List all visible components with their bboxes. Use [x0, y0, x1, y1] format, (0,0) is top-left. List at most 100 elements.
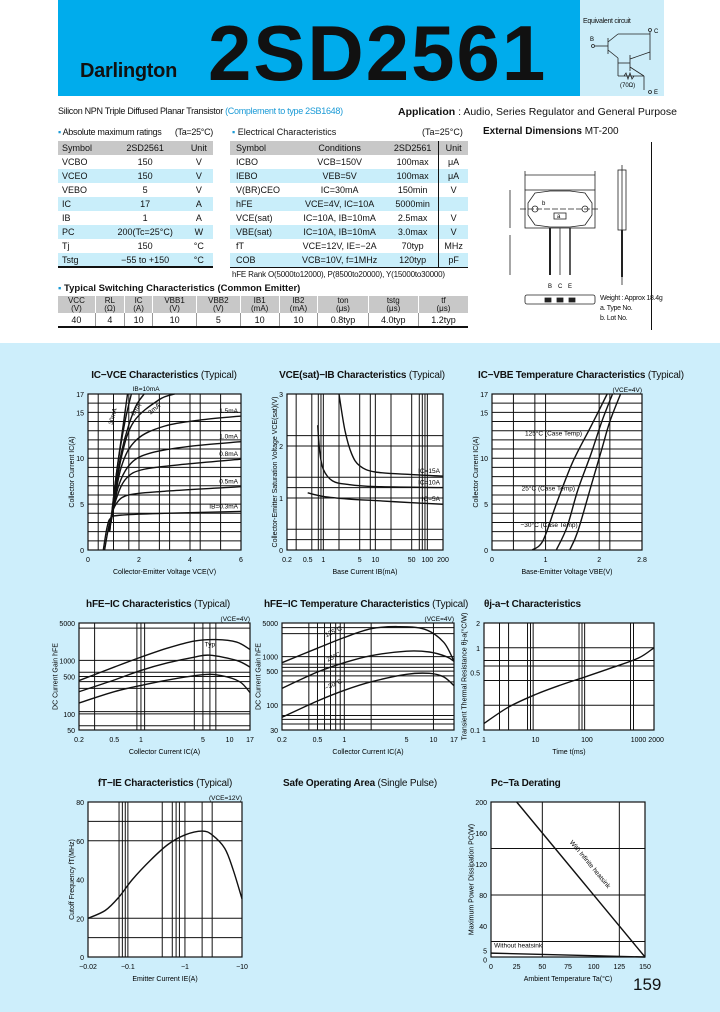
- transistor-type-text: Silicon NPN Triple Diffused Planar Trans…: [58, 106, 223, 116]
- chart-title-text: IC−VCE Characteristics: [91, 370, 199, 381]
- x-tick-label: 10: [371, 557, 379, 564]
- chart-title: θj-a−t Characteristics: [484, 599, 581, 610]
- series-line: [78, 638, 251, 682]
- column-unit: (V): [169, 303, 180, 313]
- table-cell: IC=30mA: [320, 185, 359, 195]
- x-tick-label: 10: [226, 737, 234, 744]
- table-cell: VCB=150V: [317, 157, 362, 167]
- table-cell: V: [195, 185, 202, 195]
- table-row: fT VCE=12V, IE=−2A 70typ MHz: [230, 239, 468, 253]
- x-tick-label: 75: [564, 964, 572, 971]
- column-header: IB1 (mA): [239, 295, 280, 313]
- column-unit: (mA): [251, 303, 269, 313]
- y-tick-label: 100: [266, 703, 278, 710]
- series-label: IB=10mA: [133, 386, 161, 393]
- resistor-value: (70Ω): [620, 83, 635, 89]
- series-line: [110, 393, 145, 523]
- series-label: IB=0.3mA: [209, 503, 238, 510]
- column-header: IB2 (mA): [278, 295, 318, 313]
- column-symbol: IB1: [253, 295, 266, 305]
- table-row: 40 4 10 10 5 10 10 0.8typ 4.0typ 1.2typ: [58, 313, 468, 327]
- column-symbol: tf: [441, 295, 446, 305]
- series-label: Without heatsink: [494, 943, 543, 950]
- chart-title: IC−VCE Characteristics (Typical): [91, 370, 237, 381]
- column-header: tf (μs): [417, 295, 468, 313]
- table-cell: 150: [137, 157, 153, 167]
- table-cell: V: [184, 169, 213, 183]
- plot-area: [490, 801, 646, 958]
- dimensions-heading: External Dimensions MT-200: [483, 126, 619, 137]
- x-tick-label: 2000: [648, 737, 664, 744]
- table-cell: 10: [239, 313, 280, 327]
- y-tick-label: 160: [475, 831, 487, 838]
- y-axis-label: Transient Thermal Resistance θj-a(°C/W): [460, 613, 468, 741]
- chart-5: 1 10 100 1000 2000 0.1 0.5 1 2 Time t(ms) Transien…: [460, 613, 664, 756]
- x-tick-label: 1: [544, 557, 548, 564]
- table-cell: 100max: [396, 157, 429, 167]
- x-tick-label: 25: [513, 964, 521, 971]
- x-tick-label: 100: [581, 737, 593, 744]
- x-tick-label: 5: [405, 737, 409, 744]
- plot-area: [87, 801, 243, 958]
- table-cell: hFE: [230, 197, 293, 211]
- x-tick-label: 10: [430, 737, 438, 744]
- table-row: VCEO 150 V: [58, 169, 213, 183]
- series-line: [108, 441, 242, 528]
- x-tick-label: 17: [246, 737, 254, 744]
- y-tick-label: 40: [76, 878, 84, 885]
- column-symbol: IB2: [292, 295, 305, 305]
- terminal-e: E: [654, 90, 658, 96]
- table-row: hFE VCE=4V, IC=10A 5000min: [230, 197, 468, 211]
- y-tick-label: 0: [80, 955, 84, 962]
- y-tick-label: 120: [475, 862, 487, 869]
- chart-title-text: hFE−IC Characteristics: [86, 599, 192, 610]
- table-row: IEBO VEB=5V 100max μA: [230, 169, 468, 183]
- y-tick-label: 40: [479, 924, 487, 931]
- chart-annotation: (VCE=4V): [425, 616, 454, 623]
- column-unit: (V): [213, 303, 224, 313]
- y-tick-label: 0.1: [470, 728, 480, 735]
- column-unit: (μs): [386, 303, 401, 313]
- column-header: Unit: [184, 141, 213, 155]
- table-cell: V: [438, 225, 468, 239]
- column-symbol: IC: [134, 295, 143, 305]
- table-row: ICBO VCB=150V 100max μA: [230, 155, 468, 169]
- bullet-icon: ▪: [58, 283, 62, 294]
- table-cell: A: [184, 197, 213, 211]
- column-header: tstg (μs): [367, 296, 419, 313]
- table-cell: VEB=5V: [292, 169, 388, 183]
- series-label: 0.8mA: [219, 451, 238, 458]
- table-cell: Tstg: [58, 253, 106, 267]
- x-tick-label: 17: [450, 737, 458, 744]
- column-unit: (A): [133, 303, 144, 313]
- series-line: [102, 510, 242, 551]
- chart-title: VCE(sat)−IB Characteristics (Typical): [279, 370, 445, 381]
- table-cell: 2.5max: [397, 213, 428, 223]
- series-line: [281, 625, 455, 664]
- table-cell: 70typ: [401, 241, 424, 251]
- series-label: 30mA: [108, 407, 119, 426]
- table-cell: V: [195, 157, 202, 167]
- column-header: IC (A): [123, 295, 153, 313]
- table-cell: −55 to +150: [105, 253, 185, 267]
- chart-3: 0.2 0.5 1 5 10 17 50 100 500 1000 5000 Collector Cu…: [52, 616, 254, 756]
- table-cell: VCE=4V, IC=10A: [292, 197, 388, 211]
- column-header: VBB1 (V): [152, 296, 197, 313]
- chart-6: −0.02 −0.1 −1 −10 0 20 40 60 80 Emitter Current I…: [69, 795, 248, 983]
- y-tick-label: 1: [279, 496, 283, 503]
- table-cell: IC=10A, IB=10mA: [303, 213, 376, 223]
- y-tick-label: 10: [76, 456, 84, 463]
- series-line: [569, 393, 622, 551]
- plot-area: [286, 393, 444, 551]
- y-tick-label: 3: [279, 392, 283, 399]
- y-axis-label: DC Current Gain hFE: [255, 643, 262, 710]
- table-row: VBE(sat) IC=10A, IB=10mA 3.0max V: [230, 225, 468, 239]
- x-tick-label: 10: [532, 737, 540, 744]
- y-tick-label: 0: [483, 958, 487, 965]
- y-axis-label: Collector-Emitter Saturation Voltage VCE…: [272, 397, 279, 548]
- table-cell: VCE=12V, IE=−2A: [302, 241, 377, 251]
- chart-title-suffix: (Typical): [645, 370, 684, 381]
- x-tick-label: 1: [321, 557, 325, 564]
- application: Application : Audio, Series Regulator an…: [398, 106, 677, 118]
- plot-area: [491, 393, 643, 551]
